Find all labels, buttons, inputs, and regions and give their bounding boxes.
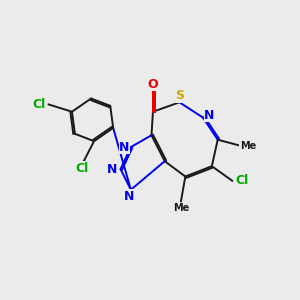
Text: Me: Me	[173, 203, 189, 213]
Text: Cl: Cl	[76, 162, 89, 175]
Text: N: N	[107, 163, 118, 176]
Text: N: N	[119, 141, 130, 154]
Text: Cl: Cl	[32, 98, 46, 111]
Text: N: N	[204, 109, 215, 122]
Text: Cl: Cl	[235, 174, 248, 188]
Text: O: O	[148, 78, 158, 91]
Text: N: N	[124, 190, 135, 203]
Text: S: S	[175, 89, 184, 102]
Text: Me: Me	[240, 141, 256, 151]
